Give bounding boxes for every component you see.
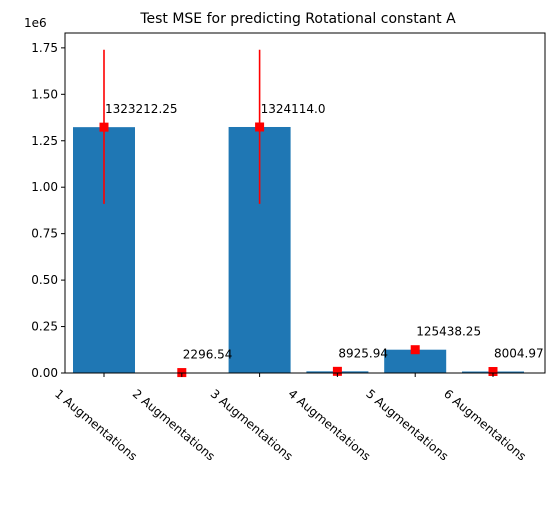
value-marker	[410, 345, 420, 355]
y-tick-label: 1.00	[31, 180, 58, 194]
data-label: 1323212.25	[105, 102, 178, 116]
data-label: 8004.97	[494, 347, 544, 361]
value-marker	[332, 366, 342, 376]
bar	[384, 349, 447, 373]
data-label: 2296.54	[183, 348, 233, 362]
data-label: 125438.25	[416, 325, 481, 339]
x-tick-label: 1 Augmentations	[52, 387, 140, 464]
value-marker	[99, 122, 109, 132]
value-marker	[255, 122, 265, 132]
y-tick-label: 1.75	[31, 41, 58, 55]
data-label: 8925.94	[338, 346, 388, 360]
y-tick-label: 0.50	[31, 273, 58, 287]
y-tick-label: 0.25	[31, 320, 58, 334]
x-tick-label: 3 Augmentations	[208, 387, 296, 464]
plot-frame	[64, 32, 546, 374]
x-tick-label: 2 Augmentations	[130, 387, 218, 464]
x-tick-label: 6 Augmentations	[441, 387, 529, 464]
chart-title: Test MSE for predicting Rotational const…	[139, 11, 456, 27]
y-offset-label: 1e6	[24, 16, 47, 30]
y-tick-label: 1.25	[31, 134, 58, 148]
y-axis: 0.00 0.25 0.50 0.75 1.00 1.25 1.50 1.75	[31, 41, 65, 380]
y-tick-label: 0.00	[31, 366, 58, 380]
markers-layer	[99, 122, 498, 378]
y-tick-label: 1.50	[31, 87, 58, 101]
data-labels-layer: 1323212.25 2296.54 1324114.0 8925.94 125438.…	[105, 102, 544, 362]
data-label: 1324114.0	[261, 102, 326, 116]
x-tick-label: 4 Augmentations	[285, 387, 373, 464]
x-tick-label: 5 Augmentations	[363, 387, 451, 464]
value-marker	[488, 367, 498, 377]
y-tick-label: 0.75	[31, 227, 58, 241]
